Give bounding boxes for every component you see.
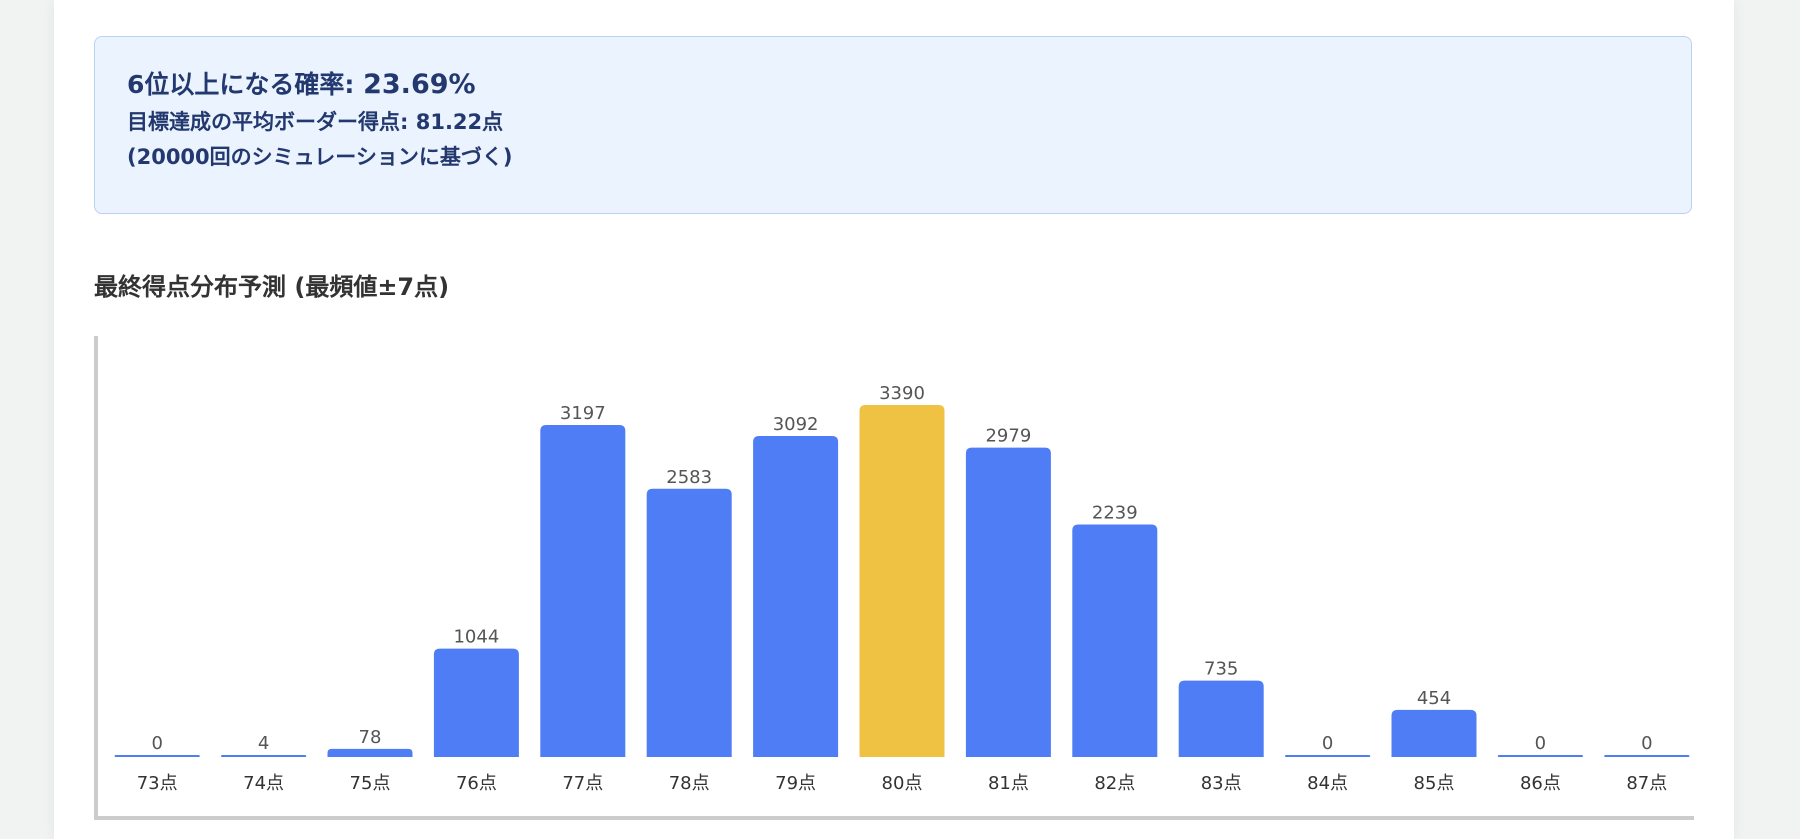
score-distribution-chart: 0 73点 4 74点 78 75点 1044 76点 3197 77点 2583 78点 3092 79… — [114, 383, 1690, 794]
bar-value-label: 3197 — [560, 403, 606, 424]
x-tick-label: 78点 — [669, 773, 710, 794]
main-card: 6位以上になる確率: 23.69% 目標達成の平均ボーダー得点: 81.22点 … — [54, 0, 1734, 839]
x-tick-label: 86点 — [1520, 773, 1561, 794]
x-tick-label: 73点 — [137, 773, 178, 794]
bar-value-label: 454 — [1417, 688, 1451, 709]
result-summary-box: 6位以上になる確率: 23.69% 目標達成の平均ボーダー得点: 81.22点 … — [94, 36, 1692, 214]
x-tick-label: 76点 — [456, 773, 497, 794]
probability-line: 6位以上になる確率: 23.69% — [127, 71, 1691, 98]
bar-77点 — [540, 425, 626, 757]
probability-value: 23.69% — [363, 69, 476, 100]
bar-73点 — [114, 755, 200, 757]
chart-frame: 0 73点 4 74点 78 75点 1044 76点 3197 77点 2583 78点 3092 79… — [94, 336, 1694, 820]
bar-87点 — [1604, 755, 1690, 757]
bar-82点 — [1072, 524, 1158, 757]
x-tick-label: 77点 — [562, 773, 603, 794]
x-tick-label: 87点 — [1626, 773, 1667, 794]
bar-value-label: 3092 — [773, 414, 819, 435]
bar-value-label: 2979 — [985, 426, 1031, 447]
simulation-note: (20000回のシミュレーションに基づく) — [127, 145, 513, 169]
bar-81点 — [965, 447, 1051, 757]
bar-78点 — [646, 488, 732, 757]
bar-value-label: 735 — [1204, 659, 1238, 680]
x-tick-label: 85点 — [1414, 773, 1455, 794]
x-tick-label: 79点 — [775, 773, 816, 794]
bar-value-label: 2239 — [1092, 503, 1138, 524]
bar-value-label: 2583 — [666, 467, 712, 488]
section-title: 最終得点分布予測 (最頻値±7点) — [94, 273, 450, 301]
border-score-value: 81.22点 — [415, 110, 504, 134]
x-tick-label: 84点 — [1307, 773, 1348, 794]
border-score-line: 目標達成の平均ボーダー得点: 81.22点 — [127, 112, 1691, 133]
x-tick-label: 74点 — [243, 773, 284, 794]
x-tick-label: 83点 — [1201, 773, 1242, 794]
bar-value-label: 0 — [1641, 733, 1652, 754]
bar-85点 — [1391, 709, 1477, 757]
x-tick-label: 81点 — [988, 773, 1029, 794]
x-tick-label: 75点 — [350, 773, 391, 794]
x-tick-label: 82点 — [1094, 773, 1135, 794]
probability-label: 6位以上になる確率: — [127, 70, 364, 99]
bar-74点 — [221, 755, 307, 757]
bar-value-label: 78 — [359, 727, 382, 748]
x-tick-label: 80点 — [882, 773, 923, 794]
bar-value-label: 0 — [1535, 733, 1546, 754]
bar-79点 — [753, 435, 839, 757]
bar-86点 — [1497, 755, 1583, 757]
bar-75点 — [327, 748, 413, 757]
bar-76点 — [433, 648, 519, 757]
bar-value-label: 0 — [151, 733, 162, 754]
bar-value-label: 3390 — [879, 383, 925, 404]
bar-value-label: 4 — [258, 733, 269, 754]
bar-value-label: 1044 — [453, 627, 499, 648]
bar-80点 — [859, 405, 945, 757]
bar-value-label: 0 — [1322, 733, 1333, 754]
border-score-label: 目標達成の平均ボーダー得点: — [127, 110, 416, 134]
bar-84点 — [1285, 755, 1371, 757]
bar-83点 — [1178, 680, 1264, 757]
